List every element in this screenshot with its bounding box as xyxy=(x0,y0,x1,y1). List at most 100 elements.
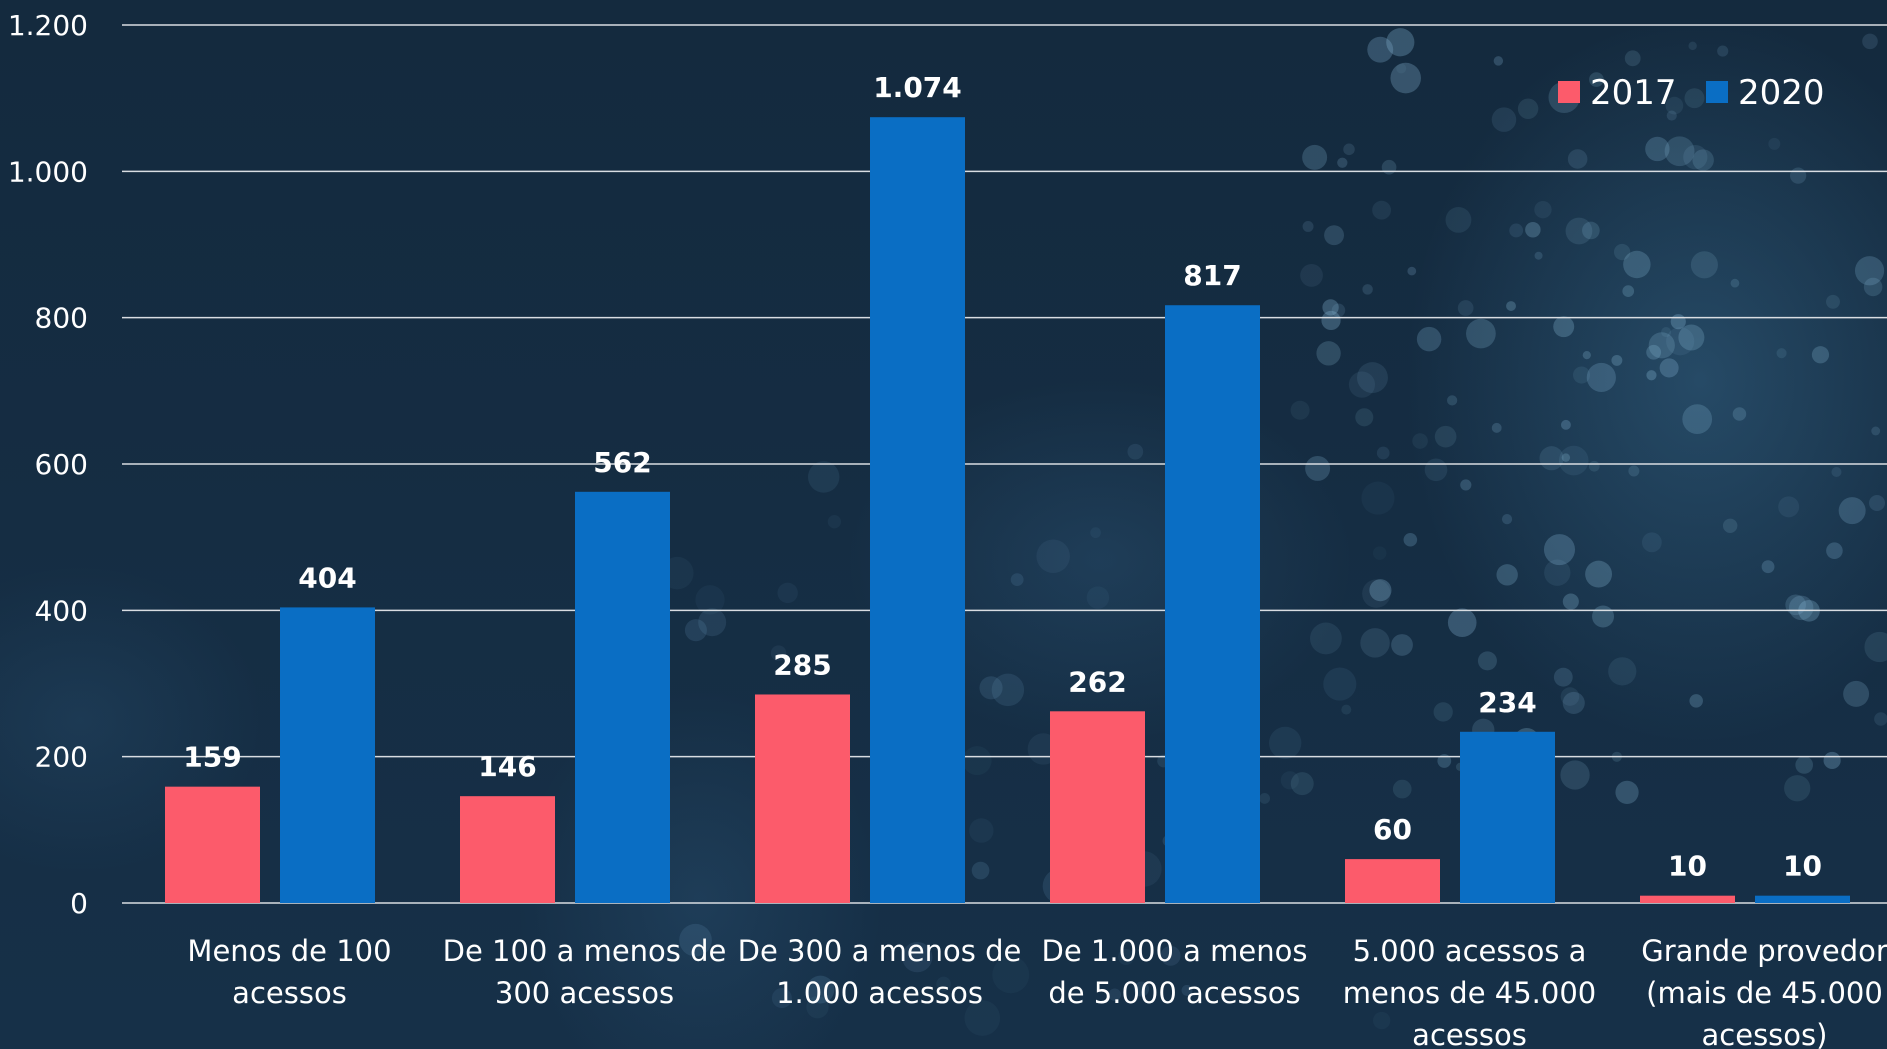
x-tick-label-line: (mais de 45.000 xyxy=(1646,976,1883,1010)
bokeh-dot xyxy=(1036,539,1070,573)
bokeh-dot xyxy=(1372,200,1392,220)
bokeh-dot xyxy=(1582,351,1591,360)
bokeh-dot xyxy=(1863,277,1883,297)
x-tick-label-line: Grande provedor xyxy=(1641,934,1887,968)
bokeh-dot xyxy=(1290,400,1310,420)
bokeh-dot xyxy=(1624,50,1641,67)
y-tick-label: 1.200 xyxy=(8,9,88,42)
x-tick-label-line: acessos xyxy=(1412,1018,1527,1049)
bokeh-dot xyxy=(698,608,727,637)
bokeh-dot xyxy=(1689,694,1703,708)
bokeh-dot xyxy=(1646,370,1657,381)
bokeh-dot xyxy=(1341,704,1352,715)
bokeh-dot xyxy=(1682,404,1713,434)
bokeh-dot xyxy=(1280,771,1299,790)
bokeh-dot xyxy=(1412,433,1428,449)
bokeh-dot xyxy=(969,818,994,843)
bokeh-dot xyxy=(1582,221,1600,240)
bokeh-dot xyxy=(1337,157,1348,168)
legend: 2017 2020 xyxy=(1558,73,1825,113)
bokeh-dot xyxy=(1661,326,1672,338)
bokeh-dot xyxy=(771,988,792,1009)
bokeh-dot xyxy=(1628,465,1640,477)
bokeh-dot xyxy=(1615,780,1639,804)
bar-2017-0 xyxy=(165,786,260,903)
x-tick-label-line: De 1.000 a menos xyxy=(1042,934,1308,968)
x-tick-label-line: acessos xyxy=(232,976,347,1010)
bokeh-dot xyxy=(962,746,992,776)
value-label: 60 xyxy=(1373,813,1412,846)
bokeh-dot xyxy=(1589,72,1604,87)
bokeh-dot xyxy=(1117,948,1135,965)
bokeh-dot xyxy=(1692,149,1714,171)
bar-2017-5 xyxy=(1640,895,1735,903)
bokeh-dot xyxy=(1086,586,1110,609)
bokeh-dot xyxy=(1010,573,1024,587)
bokeh-dot xyxy=(1843,680,1870,707)
bokeh-dot xyxy=(1534,200,1552,219)
bokeh-dot xyxy=(1565,217,1593,245)
y-tick-label: 400 xyxy=(35,594,88,627)
bokeh-dot xyxy=(1768,137,1781,150)
bokeh-dot xyxy=(1645,136,1670,162)
bokeh-dot xyxy=(1683,145,1708,170)
bokeh-dot xyxy=(806,995,829,1019)
bokeh-dot xyxy=(1795,756,1814,774)
bokeh-dot xyxy=(1874,712,1887,726)
bokeh-dot xyxy=(1108,988,1122,1001)
bokeh-dot xyxy=(1641,532,1662,553)
bar-2020-1 xyxy=(575,491,670,903)
value-label: 562 xyxy=(593,446,651,479)
bokeh-dot xyxy=(1372,1011,1391,1030)
bokeh-dot xyxy=(1466,318,1496,349)
bokeh-dot xyxy=(1588,460,1600,472)
bokeh-dot xyxy=(1788,595,1814,621)
bokeh-dot xyxy=(1356,362,1388,394)
bokeh-dot xyxy=(1127,443,1144,460)
bokeh-dot xyxy=(1646,344,1662,360)
bokeh-dot xyxy=(1424,458,1448,482)
y-tick-label: 800 xyxy=(35,302,88,335)
x-tick-label-line: acessos) xyxy=(1702,1018,1828,1049)
bokeh-dot xyxy=(1670,314,1686,330)
bokeh-dot xyxy=(1572,366,1591,384)
x-tick-label-line: Menos de 100 xyxy=(187,934,391,968)
bokeh-dot xyxy=(1688,41,1697,51)
bar-2020-0 xyxy=(280,607,375,903)
bokeh-dot xyxy=(1562,691,1585,715)
bokeh-dot xyxy=(1324,225,1345,246)
bokeh-dot xyxy=(1613,243,1631,261)
value-label: 817 xyxy=(1183,259,1241,292)
bokeh-dot xyxy=(991,673,1025,707)
bokeh-dot xyxy=(1838,497,1866,525)
bokeh-dot xyxy=(936,976,951,992)
bokeh-dot xyxy=(1732,407,1747,421)
bokeh-dot xyxy=(1493,56,1504,66)
bokeh-dot xyxy=(1090,527,1101,539)
bokeh-dot xyxy=(1666,327,1695,356)
bokeh-dot xyxy=(1321,310,1341,331)
bokeh-dot xyxy=(1666,110,1677,121)
bokeh-dot xyxy=(1331,303,1346,318)
bokeh-dot xyxy=(1558,445,1589,476)
bokeh-dot xyxy=(1391,634,1413,656)
y-tick-label: 200 xyxy=(35,741,88,774)
bokeh-dot xyxy=(1355,408,1374,427)
bokeh-dot xyxy=(1790,167,1807,184)
bokeh-dot xyxy=(1665,96,1684,115)
bar-2020-5 xyxy=(1755,895,1850,903)
bokeh-dot xyxy=(1560,687,1580,706)
bokeh-dot xyxy=(1491,422,1502,433)
bar-2017-4 xyxy=(1345,859,1440,903)
bokeh-dot xyxy=(979,676,1003,700)
bokeh-dot xyxy=(992,956,1030,994)
bokeh-dot xyxy=(1323,667,1357,701)
bokeh-dot xyxy=(1823,751,1841,770)
bokeh-dot xyxy=(964,1000,1001,1036)
bokeh-dot xyxy=(1362,284,1373,295)
bokeh-dot xyxy=(1181,984,1193,996)
x-tick-label-line: 5.000 acessos a xyxy=(1353,934,1587,968)
bokeh-dot xyxy=(1622,285,1635,297)
bokeh-dot xyxy=(1457,300,1474,316)
bokeh-dot xyxy=(1381,159,1397,175)
